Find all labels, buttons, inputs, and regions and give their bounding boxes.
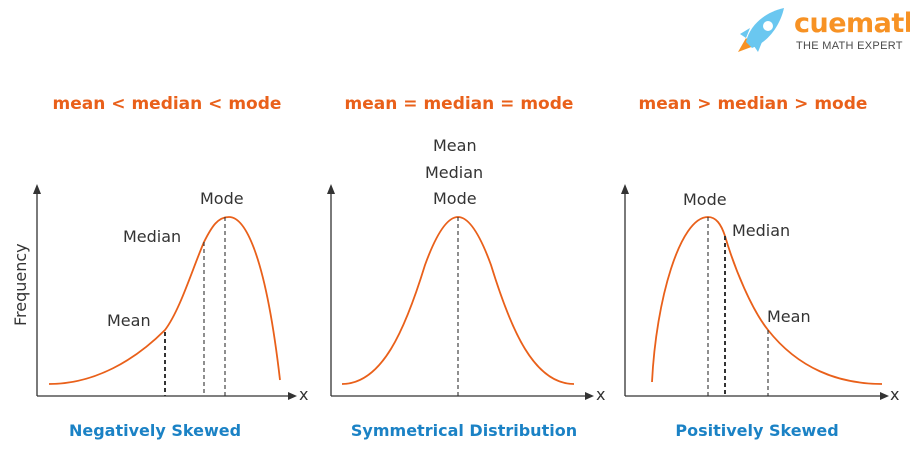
- y-arrowhead-negative: [33, 184, 41, 194]
- mode-label-symmetric: Mode: [433, 189, 477, 208]
- cuemath-logo[interactable]: cuemath THE MATH EXPERT: [732, 4, 910, 56]
- median-label-negative: Median: [123, 227, 182, 246]
- x-axis-label-symmetric: x: [596, 385, 606, 404]
- rocket-icon: [738, 8, 784, 52]
- mean-label-negative: Mean: [107, 311, 151, 330]
- y-axis-label: Frequency: [11, 243, 30, 326]
- mode-label-negative: Mode: [200, 189, 244, 208]
- y-arrowhead-positive: [621, 184, 629, 194]
- condition-negative: mean < median < mode: [52, 94, 282, 114]
- y-arrowhead-symmetric: [327, 184, 335, 194]
- mean-label-positive: Mean: [767, 307, 811, 326]
- median-label-symmetric: Median: [425, 163, 484, 182]
- curve-positive: [651, 216, 883, 385]
- x-axis-label-negative: x: [299, 385, 309, 404]
- x-arrowhead-symmetric: [585, 392, 594, 400]
- x-arrowhead-negative: [288, 392, 297, 400]
- logo-tagline: THE MATH EXPERT: [796, 40, 903, 52]
- caption-negative: Negatively Skewed: [68, 421, 242, 440]
- logo-wordmark: cuemath: [794, 8, 910, 39]
- x-arrowhead-positive: [880, 392, 889, 400]
- mode-label-positive: Mode: [683, 190, 727, 209]
- caption-positive: Positively Skewed: [675, 421, 839, 440]
- x-axis-label-positive: x: [890, 385, 900, 404]
- median-label-positive: Median: [732, 221, 791, 240]
- mean-label-symmetric: Mean: [433, 136, 477, 155]
- condition-positive: mean > median > mode: [638, 94, 868, 114]
- caption-symmetric: Symmetrical Distribution: [350, 421, 578, 440]
- condition-symmetric: mean = median = mode: [344, 94, 574, 114]
